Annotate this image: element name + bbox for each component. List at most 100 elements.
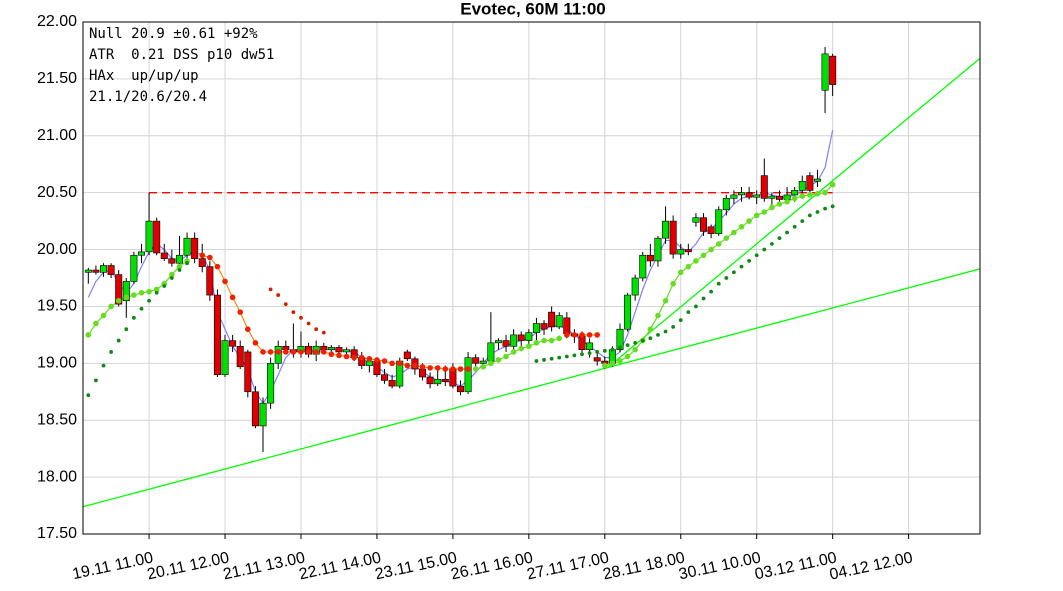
indicator-dot: [199, 252, 206, 259]
candle-body: [768, 195, 776, 199]
indicator-dot: [488, 360, 494, 367]
candle-body: [183, 237, 191, 256]
candle-body: [517, 334, 525, 341]
indicator-dot: [556, 335, 563, 342]
indicator-dot: [109, 350, 114, 354]
indicator-dot: [564, 332, 570, 338]
candle-body: [107, 265, 115, 275]
indicator-dot: [427, 365, 433, 371]
candle-body: [730, 194, 738, 199]
indicator-dot: [655, 312, 661, 319]
candle-body: [783, 194, 791, 200]
indicator-dot: [829, 181, 836, 188]
indicator-dot: [351, 354, 357, 361]
indicator-dot: [465, 366, 471, 372]
candle-body: [221, 340, 229, 376]
indicator-dot: [792, 224, 797, 229]
indicator-dot: [207, 254, 213, 261]
indicator-dot: [252, 340, 259, 346]
candle-body: [798, 180, 806, 191]
x-tick-label: 22.11 14.00: [298, 549, 383, 583]
candle-body: [343, 349, 351, 353]
indicator-dot: [754, 253, 759, 258]
indicator-dot: [85, 332, 92, 338]
candle-body: [426, 376, 434, 385]
candle-body: [335, 347, 343, 353]
indicator-dot: [564, 354, 569, 359]
indicator-dot: [761, 209, 768, 215]
indicator-dot: [108, 303, 114, 310]
indicator-dot: [124, 327, 129, 332]
indicator-dot: [503, 353, 509, 360]
candle-body: [639, 254, 647, 279]
candle-body: [381, 374, 389, 381]
candle-body: [229, 340, 237, 347]
candle-body: [464, 357, 472, 393]
indicator-dot: [625, 343, 630, 348]
indicator-dot: [739, 264, 744, 269]
candle-body: [487, 342, 495, 362]
candle-body: [707, 226, 715, 234]
indicator-dot: [709, 289, 714, 294]
candle-body: [388, 380, 396, 387]
indicator-dot: [245, 326, 251, 333]
indicator-dot: [533, 340, 540, 346]
indicator-dot: [115, 297, 122, 304]
candle-body: [206, 266, 214, 296]
indicator-dot: [663, 329, 668, 334]
indicator-dot: [162, 284, 167, 288]
indicator-dot: [617, 358, 623, 364]
indicator-dot: [807, 213, 812, 218]
x-tick-label: 19.11 11.00: [71, 549, 155, 583]
trend-line: [608, 57, 981, 368]
candle-body: [145, 220, 153, 253]
plot-frame: [82, 21, 981, 535]
info-line: ATR 0.21 DSS p10 dw51: [89, 47, 274, 63]
indicator-dot: [769, 241, 774, 246]
x-tick-label: 27.11 17.00: [525, 549, 610, 583]
indicator-dot: [723, 235, 730, 241]
trend-line: [82, 268, 981, 508]
candle-body: [115, 274, 123, 305]
candle-body: [175, 254, 183, 264]
indicator-dot: [738, 224, 745, 230]
candle-body: [236, 345, 244, 368]
indicator-dot: [602, 348, 607, 353]
candle-body: [684, 249, 692, 253]
indicator-dot: [100, 312, 107, 319]
y-tick-label: 20.50: [37, 184, 77, 201]
indicator-dot: [291, 310, 296, 315]
indicator-dot: [116, 338, 121, 343]
indicator-dot: [328, 351, 335, 358]
indicator-dot: [101, 363, 106, 368]
indicator-dot: [777, 236, 782, 241]
indicator-dot: [610, 347, 615, 352]
candle-body: [213, 294, 221, 376]
indicator-dot: [618, 345, 622, 350]
indicator-dot: [276, 293, 281, 297]
indicator-dot: [747, 259, 752, 263]
x-tick-label: 21.11 13.00: [222, 549, 307, 583]
candle-body: [745, 192, 753, 198]
y-tick-label: 19.50: [37, 298, 77, 315]
indicator-dot: [138, 289, 145, 296]
candle-body: [198, 258, 206, 267]
indicator-dot: [404, 362, 411, 369]
indicator-dot: [762, 247, 767, 252]
indicator-dot: [214, 263, 221, 270]
indicator-dot: [298, 349, 304, 355]
chart-title: Evotec, 60M 11:00: [460, 0, 606, 18]
indicator-dot: [495, 357, 502, 363]
indicator-dot: [656, 332, 660, 337]
indicator-dot: [442, 366, 449, 372]
x-tick-label: 23.11 15.00: [374, 549, 459, 583]
candle-body: [775, 195, 783, 200]
indicator-dot: [807, 192, 813, 198]
indicator-dot: [715, 241, 722, 247]
candle-body: [532, 323, 540, 333]
indicator-dot: [677, 269, 684, 276]
indicator-dot: [548, 337, 555, 344]
candle-body: [153, 220, 161, 254]
y-tick-label: 21.00: [37, 127, 77, 144]
indicator-dot: [633, 340, 638, 345]
